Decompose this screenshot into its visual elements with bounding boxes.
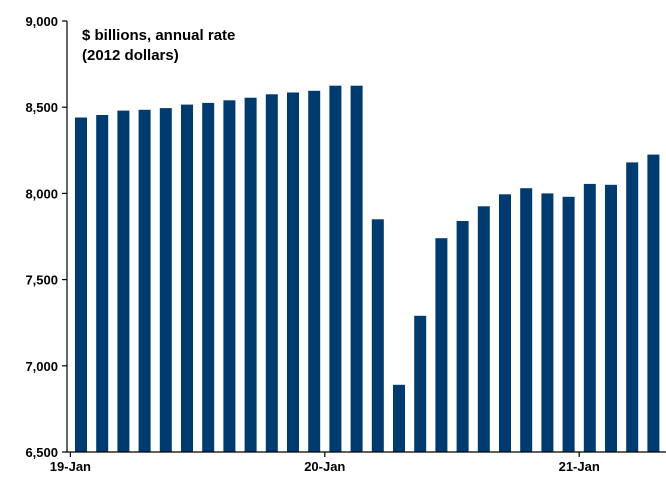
y-ticks-group: 6,500 7,000 7,500 8,000 8,500 9,000	[25, 14, 67, 460]
x-ticks-group: 19-Jan 20-Jan 21-Jan	[50, 452, 600, 474]
bar-Jul-19	[202, 102, 215, 453]
bar-Feb-21	[605, 184, 617, 453]
bar-Mar-20	[371, 219, 384, 452]
bar-Jan-20	[329, 85, 342, 452]
bar-Jun-20	[435, 238, 448, 452]
y-tick-label: 7,000	[25, 359, 58, 374]
bar-Jul-20	[456, 221, 469, 452]
bar-Aug-19	[223, 100, 236, 453]
bar-Mar-21	[626, 162, 639, 452]
bar-Jan-19	[75, 117, 87, 452]
bar-Apr-21	[647, 154, 660, 452]
y-tick-label: 7,500	[25, 273, 58, 288]
x-tick-label: 21-Jan	[559, 459, 600, 474]
bar-Aug-20	[477, 206, 490, 452]
y-tick-label: 8,500	[25, 100, 58, 115]
bar-Feb-20	[350, 85, 363, 452]
bar-Mar-19	[117, 110, 130, 452]
bar-Sep-19	[244, 97, 257, 452]
bar-Jan-21	[583, 183, 596, 452]
bar-May-19	[159, 108, 172, 452]
bar-May-20	[414, 315, 427, 452]
bars-group	[75, 85, 660, 453]
bar-Oct-19	[265, 94, 278, 453]
bar-Feb-19	[96, 115, 109, 452]
y-tick-label: 8,000	[25, 186, 58, 201]
bar-Jun-19	[181, 104, 193, 452]
x-tick-label: 20-Jan	[304, 459, 345, 474]
bar-Sep-20	[499, 194, 511, 453]
annotation-line-1: $ billions, annual rate	[82, 27, 235, 44]
bar-Dec-20	[562, 196, 575, 452]
bar-Apr-20	[393, 384, 405, 452]
y-tick-label: 6,500	[25, 445, 58, 460]
x-tick-label: 19-Jan	[50, 459, 91, 474]
annotation-line-2: (2012 dollars)	[82, 47, 179, 64]
bar-Apr-19	[138, 109, 151, 453]
bar-Dec-19	[308, 90, 321, 453]
bar-Oct-20	[520, 188, 533, 452]
bar-Nov-20	[541, 193, 554, 452]
y-tick-label: 9,000	[25, 14, 58, 29]
bar-Nov-19	[287, 92, 299, 452]
